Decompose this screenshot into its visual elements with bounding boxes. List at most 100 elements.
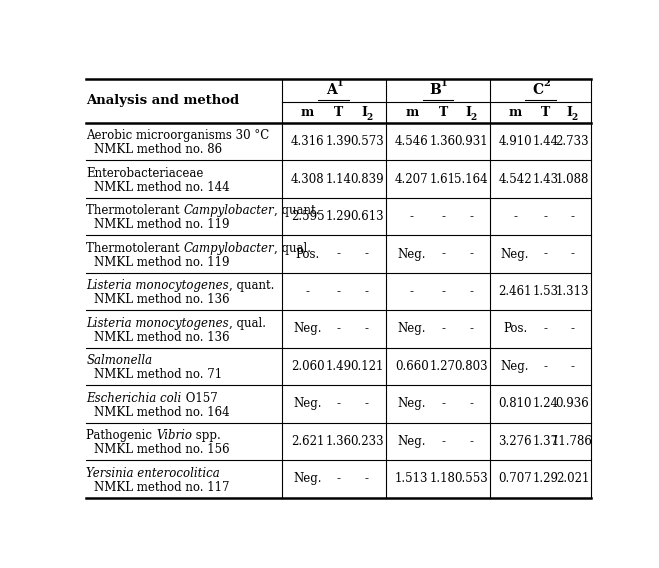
Text: -: -: [337, 323, 341, 336]
Text: -: -: [543, 360, 547, 373]
Text: 2: 2: [471, 113, 477, 122]
Text: -: -: [543, 248, 547, 261]
Text: NMKL method no. 119: NMKL method no. 119: [94, 256, 229, 269]
Text: 1.39: 1.39: [326, 135, 352, 148]
Text: -: -: [571, 323, 575, 336]
Text: 1: 1: [441, 80, 447, 89]
Text: Vibrio: Vibrio: [156, 429, 192, 442]
Text: 0.573: 0.573: [350, 135, 384, 148]
Text: 1.088: 1.088: [556, 173, 589, 186]
Text: m: m: [509, 106, 522, 119]
Text: , qual.: , qual.: [229, 317, 266, 330]
Text: 4.910: 4.910: [498, 135, 532, 148]
Text: 2: 2: [543, 80, 550, 89]
Text: I: I: [465, 106, 471, 119]
Text: 0.936: 0.936: [556, 398, 589, 411]
Text: Pos.: Pos.: [503, 323, 527, 336]
Text: Campylobacter: Campylobacter: [184, 204, 274, 218]
Text: 2.733: 2.733: [556, 135, 589, 148]
Text: Neg.: Neg.: [397, 248, 426, 261]
Text: Neg.: Neg.: [293, 323, 322, 336]
Text: Neg.: Neg.: [293, 473, 322, 486]
Text: NMKL method no. 71: NMKL method no. 71: [94, 368, 222, 381]
Text: 1.36: 1.36: [326, 435, 352, 448]
Text: 1.43: 1.43: [532, 173, 558, 186]
Text: T: T: [540, 106, 550, 119]
Text: 0.613: 0.613: [350, 210, 384, 223]
Text: NMKL method no. 119: NMKL method no. 119: [94, 218, 229, 231]
Text: 4.542: 4.542: [498, 173, 532, 186]
Text: NMKL method no. 164: NMKL method no. 164: [94, 406, 230, 419]
Text: 1.24: 1.24: [532, 398, 558, 411]
Text: A: A: [326, 83, 337, 98]
Text: , qual.: , qual.: [274, 242, 311, 255]
Text: C: C: [532, 83, 543, 98]
Text: 1.49: 1.49: [326, 360, 352, 373]
Text: -: -: [337, 398, 341, 411]
Text: 0.233: 0.233: [350, 435, 384, 448]
Text: 0.553: 0.553: [454, 473, 488, 486]
Text: 4.308: 4.308: [291, 173, 324, 186]
Text: I: I: [361, 106, 367, 119]
Text: 4.546: 4.546: [395, 135, 428, 148]
Text: , quant.: , quant.: [274, 204, 320, 218]
Text: NMKL method no. 136: NMKL method no. 136: [94, 293, 230, 306]
Text: Neg.: Neg.: [501, 248, 529, 261]
Text: -: -: [513, 210, 517, 223]
Text: Escherichia coli: Escherichia coli: [86, 392, 182, 405]
Text: 2.060: 2.060: [291, 360, 324, 373]
Text: -: -: [469, 285, 473, 298]
Text: 0.660: 0.660: [395, 360, 428, 373]
Text: Neg.: Neg.: [397, 323, 426, 336]
Text: Analysis and method: Analysis and method: [86, 94, 240, 107]
Text: Neg.: Neg.: [501, 360, 529, 373]
Text: Pos.: Pos.: [295, 248, 320, 261]
Text: 1.36: 1.36: [430, 135, 456, 148]
Text: -: -: [469, 435, 473, 448]
Text: 0.839: 0.839: [350, 173, 384, 186]
Text: 0.121: 0.121: [351, 360, 384, 373]
Text: 2: 2: [366, 113, 373, 122]
Text: 2.461: 2.461: [498, 285, 532, 298]
Text: m: m: [405, 106, 418, 119]
Text: 4.207: 4.207: [395, 173, 428, 186]
Text: Enterobacteriaceae: Enterobacteriaceae: [86, 167, 204, 180]
Text: 1.44: 1.44: [532, 135, 558, 148]
Text: 2.021: 2.021: [556, 473, 589, 486]
Text: Pathogenic: Pathogenic: [86, 429, 156, 442]
Text: 0.931: 0.931: [454, 135, 488, 148]
Text: -: -: [441, 435, 445, 448]
Text: -: -: [441, 210, 445, 223]
Text: -: -: [337, 285, 341, 298]
Text: I: I: [567, 106, 572, 119]
Text: Thermotolerant: Thermotolerant: [86, 204, 184, 218]
Text: Listeria monocytogenes: Listeria monocytogenes: [86, 317, 229, 330]
Text: m: m: [301, 106, 314, 119]
Text: 1.61: 1.61: [430, 173, 456, 186]
Text: -: -: [441, 323, 445, 336]
Text: -: -: [410, 285, 414, 298]
Text: 1.18: 1.18: [430, 473, 456, 486]
Text: -: -: [469, 323, 473, 336]
Text: NMKL method no. 86: NMKL method no. 86: [94, 143, 222, 156]
Text: -: -: [365, 248, 369, 261]
Text: -: -: [337, 248, 341, 261]
Text: -: -: [469, 248, 473, 261]
Text: Neg.: Neg.: [397, 435, 426, 448]
Text: Aerobic microorganisms 30 °C: Aerobic microorganisms 30 °C: [86, 130, 270, 143]
Text: -: -: [365, 285, 369, 298]
Text: , quant.: , quant.: [229, 279, 274, 293]
Text: 1.53: 1.53: [532, 285, 558, 298]
Text: 1.27: 1.27: [430, 360, 456, 373]
Text: Salmonella: Salmonella: [86, 354, 153, 367]
Text: -: -: [365, 323, 369, 336]
Text: Campylobacter: Campylobacter: [184, 242, 274, 255]
Text: 2.621: 2.621: [291, 435, 324, 448]
Text: B: B: [430, 83, 441, 98]
Text: Listeria monocytogenes: Listeria monocytogenes: [86, 279, 229, 293]
Text: 1: 1: [337, 80, 343, 89]
Text: T: T: [334, 106, 343, 119]
Text: Neg.: Neg.: [397, 398, 426, 411]
Text: -: -: [410, 210, 414, 223]
Text: spp.: spp.: [192, 429, 221, 442]
